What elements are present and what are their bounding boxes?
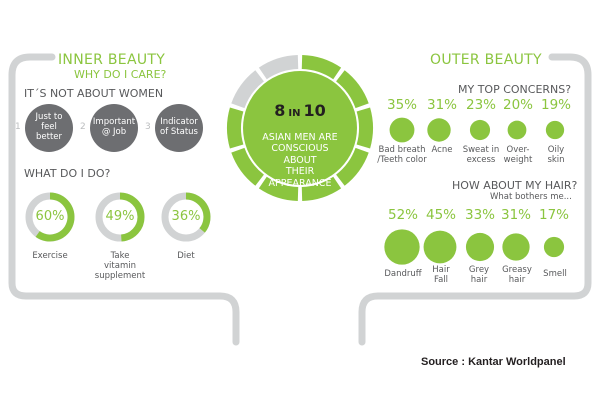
hair-category-label: Smell (543, 269, 567, 279)
donut-category-label: Diet (177, 251, 195, 261)
donut-value-label: 36% (171, 209, 201, 224)
headline-in: IN (288, 108, 301, 120)
donut-arc (119, 192, 145, 242)
concern-category-label: Sweat in excess (462, 145, 500, 165)
ring-segment (258, 176, 299, 201)
ring-segment (227, 107, 244, 149)
hair-value-label: 17% (538, 207, 569, 223)
inner-beauty-title: INNER BEAUTY (58, 52, 166, 68)
what-do-i-do-donuts (25, 192, 211, 242)
bubble (469, 119, 491, 141)
hair-heading: HOW ABOUT MY HAIR? (452, 179, 578, 192)
reason-circle-job: Important @ Job (90, 104, 138, 152)
ring-segment (231, 70, 265, 109)
eight-in-ten-ring (227, 55, 373, 201)
concern-value-label: 19% (540, 97, 571, 113)
concern-category-label: Over- weight (503, 145, 533, 165)
ring-segment (335, 70, 369, 109)
concern-category-label: Acne (431, 145, 453, 155)
bubble (545, 120, 565, 140)
bubble (465, 232, 495, 262)
concern-value-label: 31% (426, 97, 457, 113)
donut-value-label: 49% (105, 209, 135, 224)
ring-segment (335, 147, 369, 186)
concern-value-label: 23% (465, 97, 496, 113)
bubble (384, 229, 420, 265)
top-concerns-heading: MY TOP CONCERNS? (458, 83, 572, 96)
ring-segment (258, 55, 299, 80)
ring-segment (231, 147, 265, 186)
bubble (427, 118, 451, 142)
donut-category-label: Take vitamin supplement (94, 251, 146, 281)
concern-value-label: 35% (386, 97, 417, 113)
bubble (507, 120, 527, 140)
bubble (389, 117, 415, 143)
donut-arc (35, 192, 75, 242)
bubble (423, 230, 457, 264)
reason-number: 3 (145, 122, 151, 132)
reason-circle-feel-better: Just to feel better (25, 104, 73, 152)
hair-subheading: What bothers me... (490, 192, 572, 202)
hair-category-label: Dandruff (384, 269, 422, 279)
ring-segment (301, 176, 342, 201)
source-credit: Source : Kantar Worldpanel (421, 356, 566, 368)
reason-number: 1 (15, 122, 21, 132)
concern-value-label: 20% (502, 97, 533, 113)
what-do-i-do-heading: WHAT DO I DO? (24, 167, 111, 180)
donut-value-label: 60% (35, 209, 65, 224)
center-statement: 8 IN 10 ASIAN MEN ARE CONSCIOUS ABOUT TH… (256, 90, 344, 200)
bubble (543, 236, 565, 258)
headline-total: 10 (303, 101, 326, 121)
ring-segment (356, 107, 373, 149)
hair-value-label: 45% (425, 207, 456, 223)
center-text: ASIAN MEN ARE CONSCIOUS ABOUT THEIR APPE… (262, 131, 338, 189)
donut-category-label: Exercise (32, 251, 68, 261)
hair-category-label: Greasy hair (502, 265, 532, 285)
inner-beauty-subtitle: WHY DO I CARE? (74, 68, 167, 81)
ring-segment (301, 55, 342, 80)
headline-number: 8 (274, 101, 286, 121)
concern-category-label: Oily skin (547, 145, 565, 165)
outer-frame (358, 53, 592, 346)
donut-arc (185, 192, 211, 233)
hair-category-label: Hair Fall (432, 265, 450, 285)
hair-concerns-bubbles (384, 229, 565, 265)
not-about-women-heading: IT´S NOT ABOUT WOMEN (24, 87, 164, 100)
center-disc (243, 71, 357, 185)
hair-category-label: Grey hair (468, 265, 490, 285)
hair-value-label: 31% (500, 207, 531, 223)
bubble (502, 233, 530, 261)
hair-value-label: 52% (387, 207, 418, 223)
concern-category-label: Bad breath /Teeth color (377, 145, 427, 165)
reason-number: 2 (80, 122, 86, 132)
hair-value-label: 33% (464, 207, 495, 223)
inner-frame (8, 53, 240, 346)
reason-circle-status: Indicator of Status (155, 104, 203, 152)
top-concerns-bubbles (389, 117, 565, 143)
outer-beauty-title: OUTER BEAUTY (430, 52, 542, 68)
